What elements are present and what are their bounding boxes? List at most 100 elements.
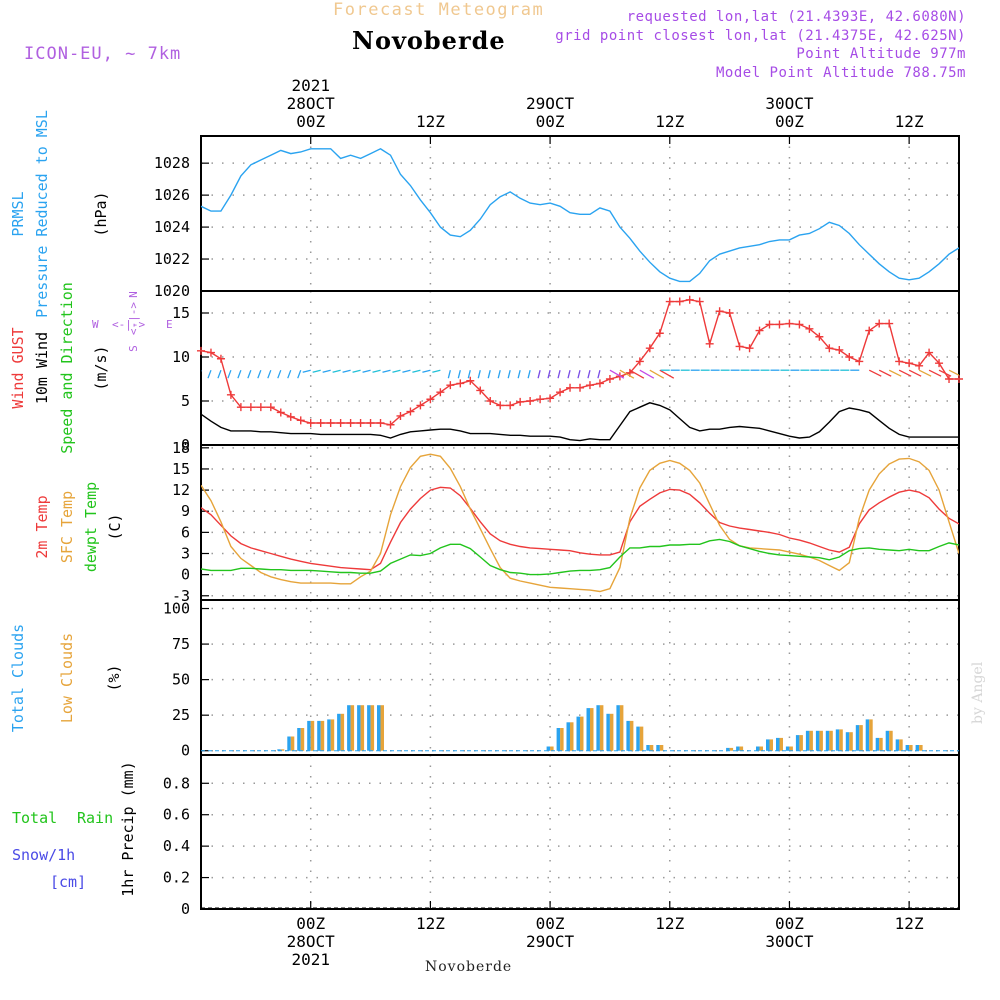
gust-marker xyxy=(556,388,565,397)
cloud-bar xyxy=(570,722,574,751)
cloud-bar xyxy=(899,739,903,751)
gust-marker xyxy=(675,297,684,306)
compass-h-arrow: <-|-> xyxy=(112,318,146,331)
wind-arrow xyxy=(402,369,411,373)
cloud-bar xyxy=(656,745,660,751)
cloud-bar xyxy=(566,722,570,751)
cloud-bar xyxy=(649,745,654,751)
wind-arrow xyxy=(938,369,952,377)
cloud-bar xyxy=(895,739,900,751)
cloud-bar xyxy=(586,708,590,751)
x-label-bottom: 12Z xyxy=(895,914,924,933)
cloud-bar xyxy=(659,745,664,751)
gust-marker xyxy=(346,419,355,427)
cloud-bar xyxy=(859,725,863,751)
gust-marker xyxy=(296,416,305,425)
cloud-bar xyxy=(300,728,305,751)
gust-marker xyxy=(236,403,245,412)
cloud-bar xyxy=(347,705,351,751)
x-label-top: 2021 xyxy=(291,76,330,95)
wind-arrow xyxy=(948,369,959,376)
gust-marker xyxy=(436,388,445,397)
y-tick-label: 0.4 xyxy=(163,837,190,855)
gust-marker xyxy=(845,353,854,361)
precip-cm-label: [cm] xyxy=(50,873,87,891)
gust-marker xyxy=(685,295,694,304)
compass-e: E xyxy=(166,318,173,331)
gust-marker xyxy=(765,320,774,329)
gust-marker xyxy=(316,419,325,427)
cloud-bar xyxy=(905,745,910,751)
gust-marker xyxy=(356,419,365,427)
cloud-bar xyxy=(909,745,913,751)
cloud-bar xyxy=(609,713,614,751)
y-tick-label: 6 xyxy=(181,523,190,541)
cloud-bar xyxy=(626,720,630,751)
cloud-bar xyxy=(629,720,634,751)
gust-marker xyxy=(835,345,844,354)
x-label-top: 00Z xyxy=(775,112,804,131)
gust-marker xyxy=(825,344,834,353)
gust-marker xyxy=(226,390,235,399)
gust-marker xyxy=(775,320,784,329)
cloud-bar xyxy=(759,746,763,751)
wind-arrow xyxy=(432,369,441,373)
cloud-bar xyxy=(726,747,730,751)
gust-marker xyxy=(516,397,525,406)
x-label-top: 12Z xyxy=(416,112,445,131)
compass-w: W xyxy=(92,318,99,331)
cloud-bar xyxy=(307,720,311,751)
y-tick-label: 15 xyxy=(172,304,190,322)
precip-snow-label: Snow/1h xyxy=(12,846,76,864)
gust-marker xyxy=(416,401,425,410)
x-label-bottom: 00Z xyxy=(775,914,804,933)
cloud-bar xyxy=(297,728,301,751)
wind-arrow xyxy=(352,369,361,373)
cloud-bar xyxy=(839,729,843,751)
gust-marker xyxy=(476,386,485,395)
precip-total-label: Total xyxy=(12,809,58,827)
wind-arrow xyxy=(477,370,481,379)
cloud-bar xyxy=(320,720,325,751)
cloud-bar xyxy=(739,746,744,751)
cloud-bar xyxy=(809,730,813,751)
x-label-top: 00Z xyxy=(296,112,325,131)
cloud-bar xyxy=(619,705,624,751)
wind-arrow xyxy=(447,370,451,379)
x-label-bottom: 00Z xyxy=(296,914,325,933)
cloud-bar xyxy=(795,735,800,751)
cloud-bar xyxy=(855,725,860,751)
cloud-bar xyxy=(789,746,793,751)
cloud-bar xyxy=(330,719,335,751)
series-line xyxy=(201,486,959,571)
gust-marker xyxy=(386,420,395,429)
x-label-top: 28OCT xyxy=(287,94,336,113)
gust-marker xyxy=(725,309,734,317)
cloud-bar xyxy=(885,730,890,751)
y-tick-label: 50 xyxy=(172,671,190,689)
x-label-top: 30OCT xyxy=(765,94,814,113)
y-tick-label: 75 xyxy=(172,635,190,653)
gust-marker xyxy=(935,359,944,368)
cloud-bar xyxy=(550,746,554,751)
gust-marker xyxy=(526,397,535,405)
gust-marker xyxy=(216,354,225,363)
gust-marker xyxy=(286,412,295,421)
requested-coords: requested lon,lat (21.4393E, 42.6080N) xyxy=(626,9,966,25)
wind-arrow xyxy=(597,370,601,379)
wind-arrow xyxy=(372,369,381,373)
y-tick-label: 1024 xyxy=(154,218,190,236)
y-tick-label: 100 xyxy=(163,600,190,618)
wind-arrow xyxy=(928,369,942,377)
wind-arrow xyxy=(507,370,511,379)
wind-arrow xyxy=(587,370,591,379)
cloud-bar xyxy=(766,739,770,751)
cloud-bar xyxy=(317,720,321,751)
wind-arrow xyxy=(412,369,421,373)
gust-marker xyxy=(755,326,764,335)
wind-arrow xyxy=(487,370,491,379)
wind-arrow xyxy=(898,369,912,377)
model-altitude: Model Point Altitude 788.75m xyxy=(715,65,966,81)
x-label-top: 12Z xyxy=(655,112,684,131)
wind-arrow xyxy=(547,370,551,379)
